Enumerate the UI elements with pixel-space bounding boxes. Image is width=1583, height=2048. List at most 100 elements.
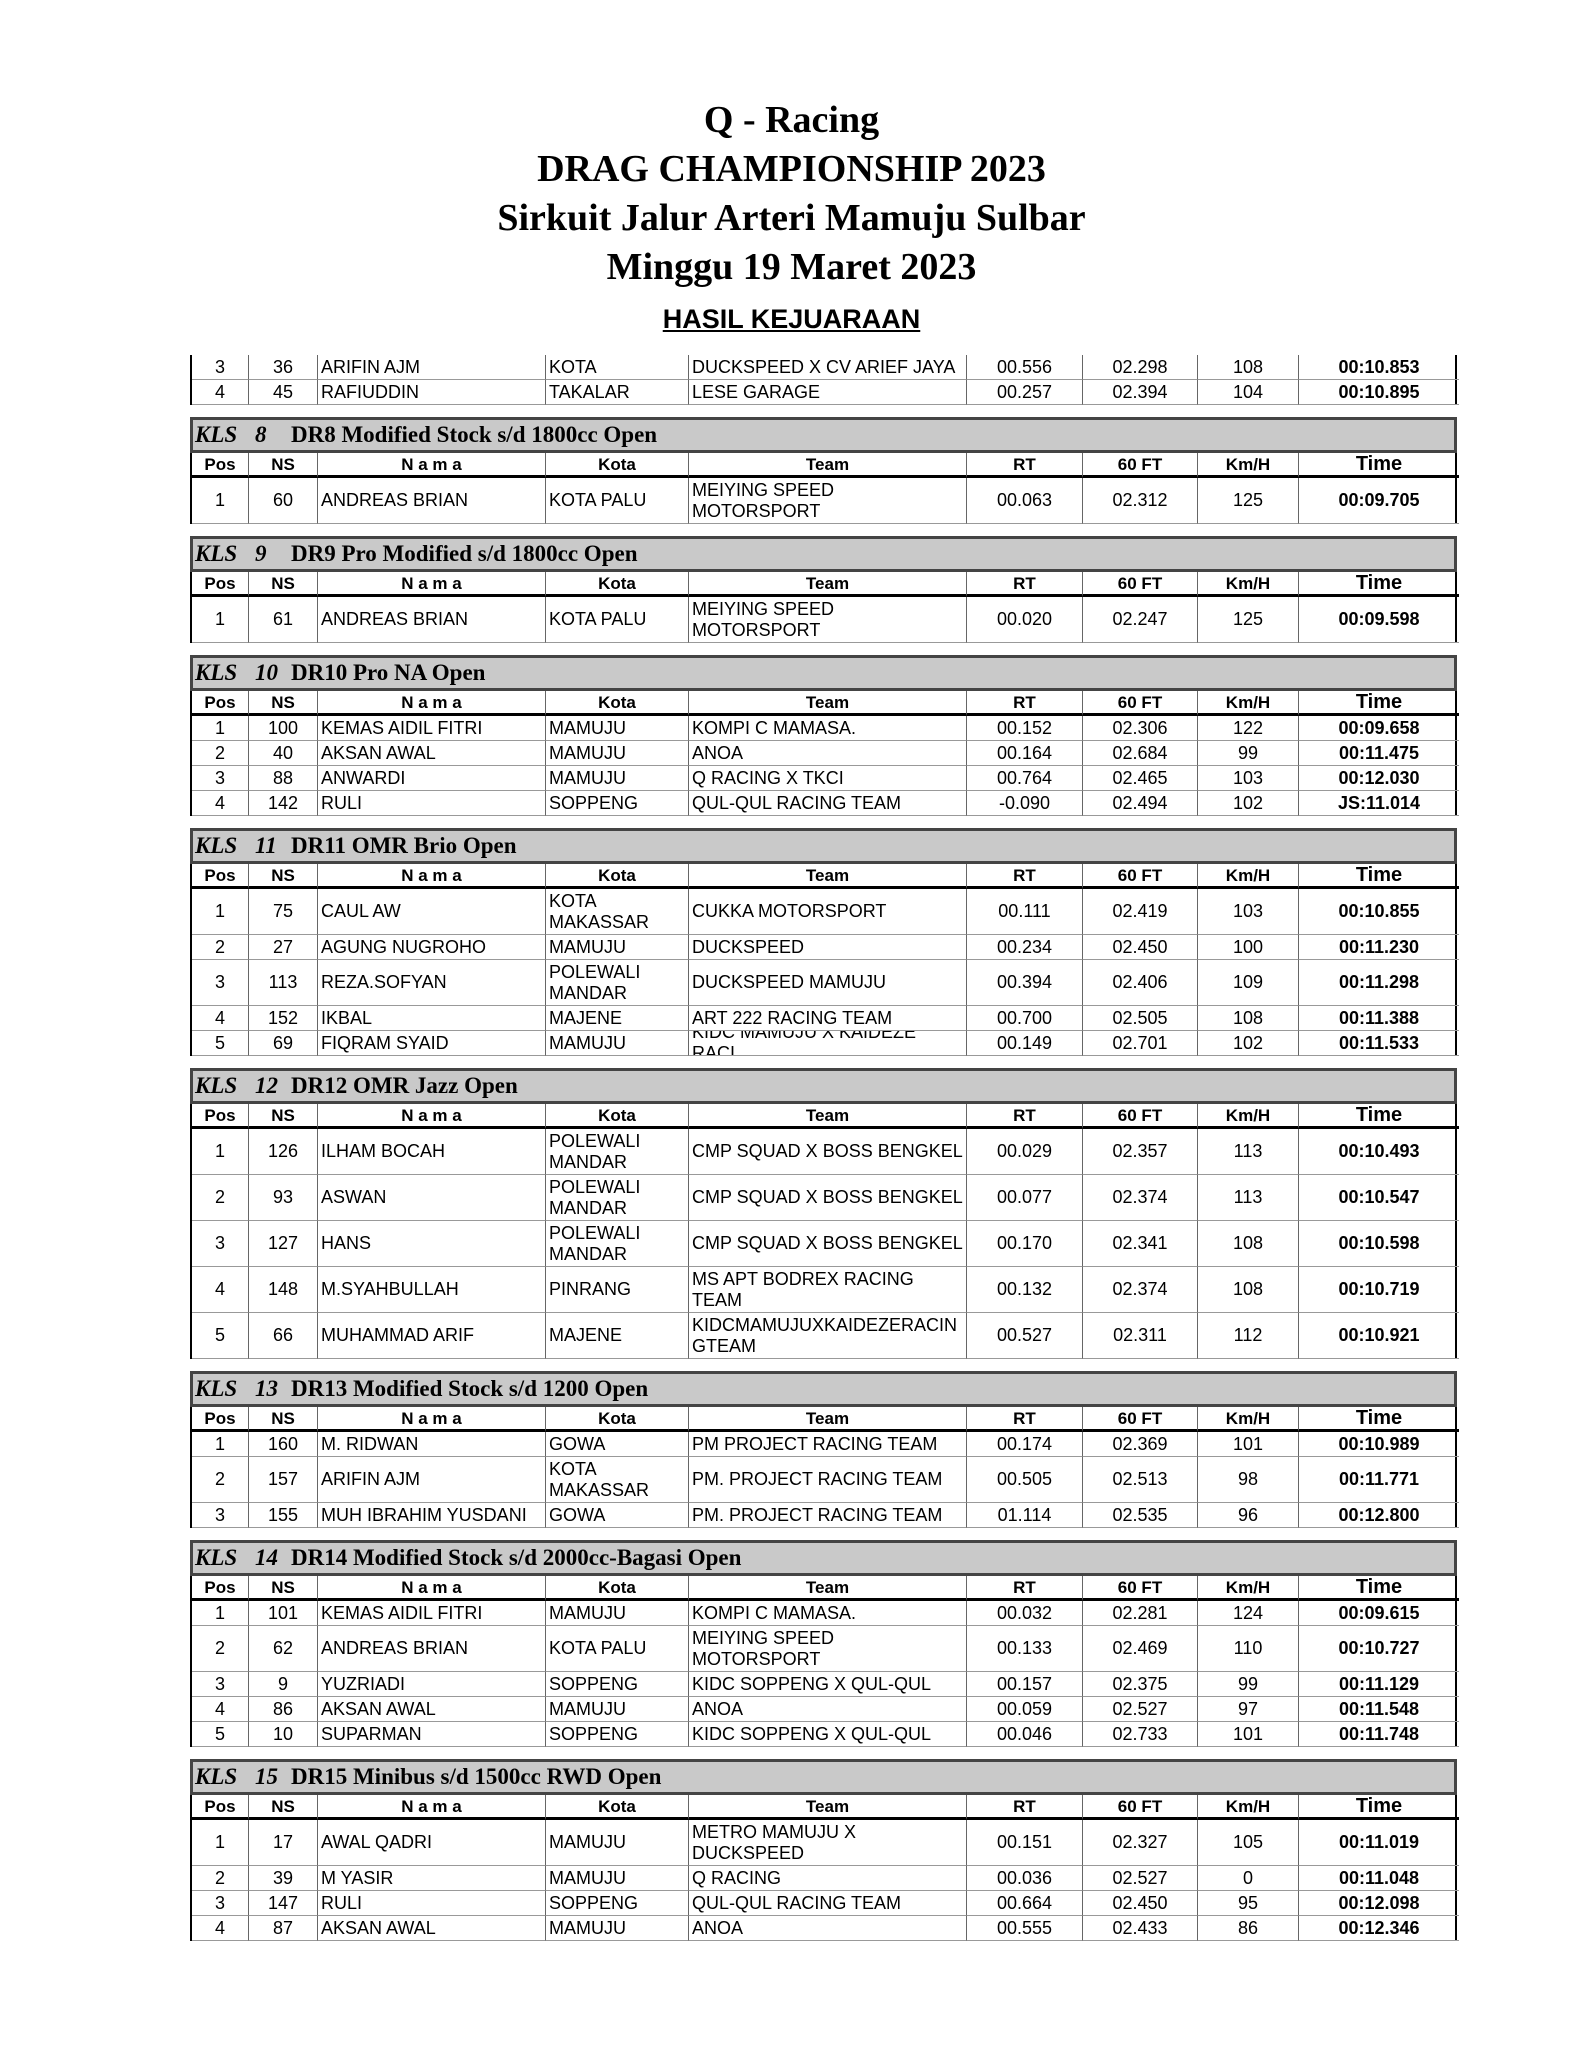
cell: 02.465: [1083, 766, 1198, 791]
cell: 4: [192, 1697, 249, 1722]
class-number: 12: [255, 1073, 278, 1098]
cell: GOWA: [546, 1503, 689, 1528]
cell: 00.505: [967, 1457, 1083, 1503]
cell: CAUL AW: [318, 889, 546, 935]
result-row: 1 100 KEMAS AIDIL FITRI MAMUJU KOMPI C MAMAS…: [190, 716, 1459, 741]
column-label: 60 FT: [1083, 1407, 1198, 1432]
column-label: Time: [1299, 1407, 1459, 1432]
cell: KEMAS AIDIL FITRI: [318, 716, 546, 741]
cell: PINRANG: [546, 1267, 689, 1313]
result-row: 3 113 REZA.SOFYAN POLEWALI MANDAR DUCKSPEED …: [190, 960, 1459, 1006]
cell: 113: [1198, 1175, 1299, 1221]
cell: 02.374: [1083, 1267, 1198, 1313]
column-label: Time: [1299, 1576, 1459, 1601]
cell: PM. PROJECT RACING TEAM: [689, 1457, 967, 1503]
cell: 00:10.989: [1299, 1432, 1459, 1457]
cell: KOTA PALU: [546, 597, 689, 643]
column-header: Pos NS N a m a Kota Team RT 60 FT Km/H Time: [190, 1104, 1459, 1129]
column-label: NS: [249, 1795, 318, 1820]
column-label: RT: [967, 1795, 1083, 1820]
cell: SOPPENG: [546, 1722, 689, 1747]
cell: 02.733: [1083, 1722, 1198, 1747]
class-name: DR15 Minibus s/d 1500cc RWD Open: [291, 1764, 662, 1789]
cell: ANWARDI: [318, 766, 546, 791]
cell: 02.684: [1083, 741, 1198, 766]
column-label: Time: [1299, 453, 1459, 478]
cell: 3: [192, 1503, 249, 1528]
cell: 108: [1198, 1221, 1299, 1267]
cell: 02.394: [1083, 380, 1198, 405]
cell: 96: [1198, 1503, 1299, 1528]
cell: 4: [192, 791, 249, 816]
cell: MAMUJU: [546, 716, 689, 741]
cell: 00:10.853: [1299, 355, 1459, 380]
cell: AKSAN AWAL: [318, 741, 546, 766]
cell: 01.114: [967, 1503, 1083, 1528]
cell: MAMUJU: [546, 1031, 689, 1056]
cell: M.SYAHBULLAH: [318, 1267, 546, 1313]
column-label: Pos: [192, 864, 249, 889]
class-number: 10: [255, 660, 278, 685]
cell: KIDC SOPPENG X QUL-QUL: [689, 1672, 967, 1697]
cell: 152: [249, 1006, 318, 1031]
column-label: Time: [1299, 1104, 1459, 1129]
cell: 02.375: [1083, 1672, 1198, 1697]
cell: POLEWALI MANDAR: [546, 1175, 689, 1221]
cell: 98: [1198, 1457, 1299, 1503]
cell: MUH IBRAHIM YUSDANI: [318, 1503, 546, 1528]
result-row: 3 9 YUZRIADI SOPPENG KIDC SOPPENG X QUL-QUL 0…: [190, 1672, 1459, 1697]
cell: 00.077: [967, 1175, 1083, 1221]
cell: ARIFIN AJM: [318, 1457, 546, 1503]
cell: 45: [249, 380, 318, 405]
cell: SOPPENG: [546, 791, 689, 816]
cell: 00:11.548: [1299, 1697, 1459, 1722]
column-header: Pos NS N a m a Kota Team RT 60 FT Km/H Time: [190, 572, 1459, 597]
result-row: 5 69 FIQRAM SYAID MAMUJU KIDC MAMUJU X KAIDE…: [190, 1031, 1459, 1056]
column-header: Pos NS N a m a Kota Team RT 60 FT Km/H Time: [190, 453, 1459, 478]
column-label: RT: [967, 864, 1083, 889]
column-label: Team: [689, 691, 967, 716]
cell: 160: [249, 1432, 318, 1457]
cell: 00.020: [967, 597, 1083, 643]
cell: MAMUJU: [546, 1697, 689, 1722]
cell: 00:10.855: [1299, 889, 1459, 935]
cell: 02.311: [1083, 1313, 1198, 1359]
cell: 00:12.098: [1299, 1891, 1459, 1916]
cell: CMP SQUAD X BOSS BENGKEL: [689, 1175, 967, 1221]
cell: 108: [1198, 1006, 1299, 1031]
cell: MEIYING SPEED MOTORSPORT: [689, 478, 967, 524]
result-row: 2 27 AGUNG NUGROHO MAMUJU DUCKSPEED 00.234 02.…: [190, 935, 1459, 960]
cell: 105: [1198, 1820, 1299, 1866]
cell: 2: [192, 1866, 249, 1891]
spacer: [190, 1528, 1457, 1540]
cell: 126: [249, 1129, 318, 1175]
column-label: RT: [967, 1576, 1083, 1601]
cell: 00.700: [967, 1006, 1083, 1031]
cell: 00:11.129: [1299, 1672, 1459, 1697]
column-label: Kota: [546, 1576, 689, 1601]
cell: 2: [192, 1457, 249, 1503]
cell: 125: [1198, 478, 1299, 524]
cell: POLEWALI MANDAR: [546, 1221, 689, 1267]
column-label: NS: [249, 453, 318, 478]
cell: 02.281: [1083, 1601, 1198, 1626]
column-label: Kota: [546, 1795, 689, 1820]
cell: 3: [192, 960, 249, 1006]
cell: 02.306: [1083, 716, 1198, 741]
cell: 102: [1198, 1031, 1299, 1056]
class-number: 14: [255, 1545, 278, 1570]
class-label: KLS: [195, 833, 238, 858]
column-label: RT: [967, 572, 1083, 597]
cell: 69: [249, 1031, 318, 1056]
cell: 66: [249, 1313, 318, 1359]
cell: 61: [249, 597, 318, 643]
cell: RULI: [318, 1891, 546, 1916]
cell: 00:10.727: [1299, 1626, 1459, 1672]
cell: 02.450: [1083, 935, 1198, 960]
cell: ILHAM BOCAH: [318, 1129, 546, 1175]
cell: POLEWALI MANDAR: [546, 960, 689, 1006]
cell: 4: [192, 1006, 249, 1031]
result-row: 2 62 ANDREAS BRIAN KOTA PALU MEIYING SPEED M…: [190, 1626, 1459, 1672]
class-number: 9: [255, 541, 267, 566]
column-label: Pos: [192, 1104, 249, 1129]
